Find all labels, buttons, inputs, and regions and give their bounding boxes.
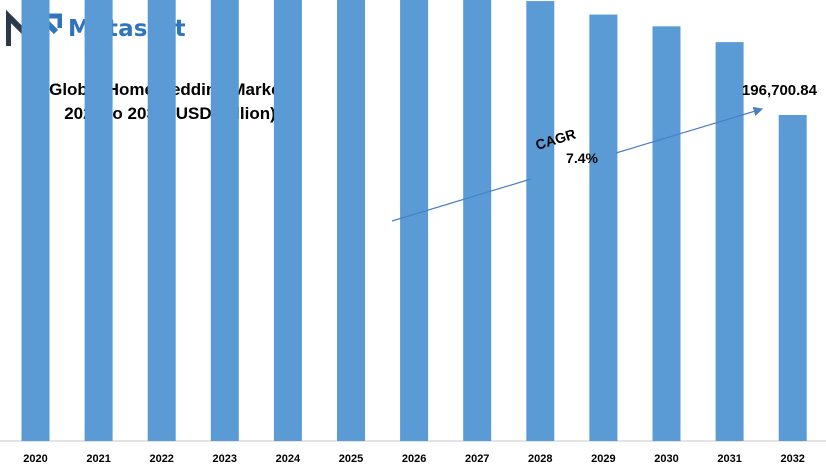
data-label-2032: 196,700.84: [742, 82, 818, 99]
x-tick-label-2027: 2027: [465, 453, 489, 465]
x-tick-label-2028: 2028: [528, 453, 552, 465]
bar-2030: [652, 26, 681, 442]
x-tick-label-2029: 2029: [591, 453, 615, 465]
cagr-value: 7.4%: [566, 150, 598, 166]
bar-2025: [337, 0, 365, 442]
x-tick-label-2032: 2032: [780, 453, 804, 465]
bar-2024: [273, 0, 302, 441]
x-tick-label-2024: 2024: [276, 453, 301, 465]
x-tick-label-2022: 2022: [149, 453, 173, 465]
bar-2031: [715, 42, 744, 441]
cagr-arrow: [615, 106, 764, 154]
x-tick-label-2021: 2021: [86, 453, 110, 465]
bar-2026: [400, 0, 429, 441]
cagr-arrow-segment: [391, 178, 532, 222]
x-tick-label-2025: 2025: [339, 453, 363, 465]
bar-2020: [21, 0, 50, 441]
bar-2021: [84, 0, 113, 441]
x-tick-label-2026: 2026: [402, 453, 426, 465]
bar-2027: [463, 0, 492, 442]
x-tick-label-2023: 2023: [213, 453, 237, 465]
bar-2022: [147, 0, 176, 442]
x-tick-label-2030: 2030: [654, 453, 678, 465]
bar-2028: [526, 1, 555, 441]
bar-2032: [778, 115, 807, 441]
x-tick-label-2020: 2020: [23, 453, 47, 465]
bar-2029: [589, 14, 618, 441]
bar-2023: [210, 0, 239, 441]
x-tick-label-2031: 2031: [717, 453, 741, 465]
